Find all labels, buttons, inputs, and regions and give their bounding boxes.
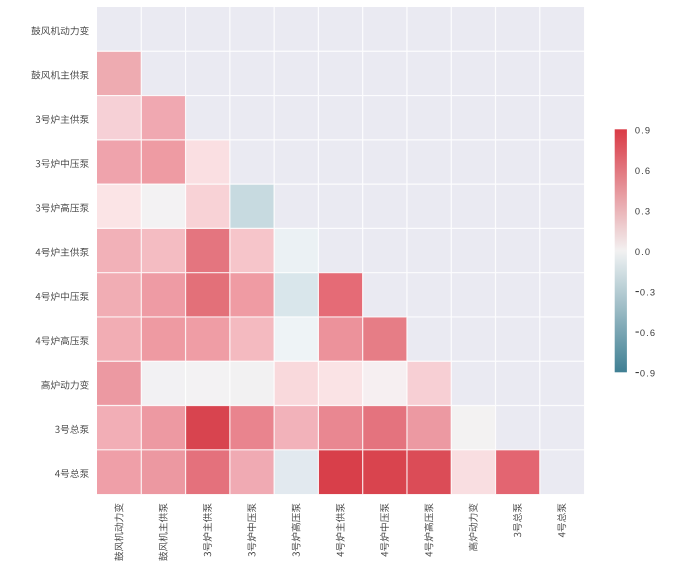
svg-text:.: . bbox=[646, 287, 649, 297]
svg-text:0: 0 bbox=[635, 166, 640, 176]
svg-text:0: 0 bbox=[635, 247, 640, 257]
svg-text:0: 0 bbox=[640, 368, 645, 378]
svg-text:9: 9 bbox=[645, 125, 650, 135]
svg-text:.: . bbox=[641, 166, 644, 176]
svg-text:3: 3 bbox=[645, 206, 650, 216]
svg-text:0: 0 bbox=[645, 247, 650, 257]
svg-text:.: . bbox=[641, 247, 644, 257]
svg-text:9: 9 bbox=[650, 368, 655, 378]
svg-text:0: 0 bbox=[635, 206, 640, 216]
svg-text:0: 0 bbox=[640, 328, 645, 338]
svg-text:0: 0 bbox=[640, 287, 645, 297]
svg-text:6: 6 bbox=[645, 166, 650, 176]
svg-text:.: . bbox=[646, 328, 649, 338]
svg-text:6: 6 bbox=[650, 328, 655, 338]
svg-text:3: 3 bbox=[650, 287, 655, 297]
svg-text:.: . bbox=[641, 125, 644, 135]
svg-text:.: . bbox=[641, 206, 644, 216]
svg-text:0: 0 bbox=[635, 125, 640, 135]
svg-text:.: . bbox=[646, 368, 649, 378]
